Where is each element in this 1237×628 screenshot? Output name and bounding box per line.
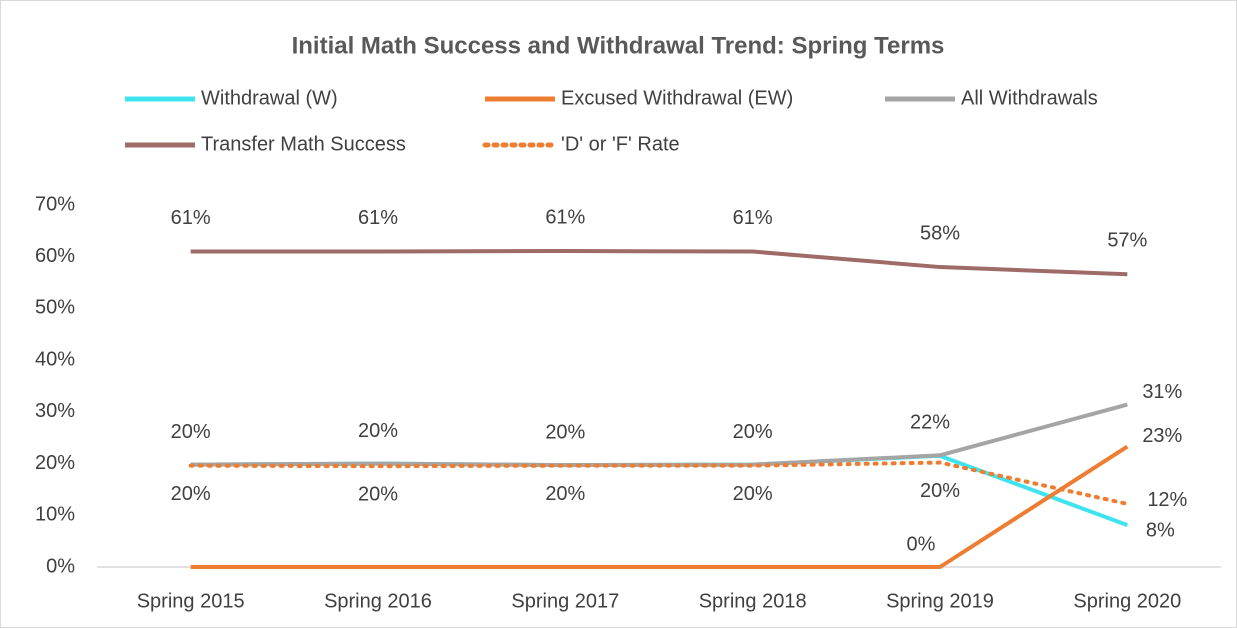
x-tick-label: Spring 2015 bbox=[137, 590, 245, 612]
data-label: 20% bbox=[358, 420, 398, 442]
data-label: 20% bbox=[545, 483, 585, 505]
x-tick-label: Spring 2017 bbox=[511, 590, 619, 612]
data-label: 61% bbox=[545, 206, 585, 228]
data-label: 61% bbox=[733, 207, 773, 229]
series-line bbox=[188, 460, 1130, 506]
x-tick-label: Spring 2019 bbox=[886, 590, 994, 612]
y-tick-label: 60% bbox=[35, 245, 75, 267]
data-label: 23% bbox=[1142, 425, 1182, 447]
data-label: 20% bbox=[733, 483, 773, 505]
x-tick-label: Spring 2016 bbox=[324, 590, 432, 612]
data-label: 20% bbox=[545, 421, 585, 443]
y-tick-label: 20% bbox=[35, 452, 75, 474]
data-label: 0% bbox=[907, 533, 936, 555]
legend-label: Transfer Math Success bbox=[201, 133, 406, 155]
y-tick-label: 30% bbox=[35, 400, 75, 422]
legend-label: Excused Withdrawal (EW) bbox=[561, 87, 793, 109]
data-label: 8% bbox=[1146, 519, 1175, 541]
data-label: 20% bbox=[358, 483, 398, 505]
x-tick-label: Spring 2018 bbox=[699, 590, 807, 612]
data-label: 12% bbox=[1147, 489, 1187, 511]
data-label: 20% bbox=[171, 421, 211, 443]
y-tick-label: 50% bbox=[35, 297, 75, 319]
series-line bbox=[190, 444, 1129, 569]
data-label: 20% bbox=[171, 483, 211, 505]
data-label: 58% bbox=[920, 222, 960, 244]
data-label: 20% bbox=[920, 480, 960, 502]
x-tick-label: Spring 2020 bbox=[1073, 590, 1181, 612]
legend-label: Withdrawal (W) bbox=[201, 87, 338, 109]
data-label: 22% bbox=[910, 412, 950, 434]
data-label: 20% bbox=[733, 421, 773, 443]
y-tick-label: 40% bbox=[35, 348, 75, 370]
data-label: 61% bbox=[358, 207, 398, 229]
data-label: 57% bbox=[1107, 230, 1147, 252]
series-line bbox=[190, 249, 1128, 277]
chart-title: Initial Math Success and Withdrawal Tren… bbox=[292, 32, 945, 59]
y-tick-label: 10% bbox=[35, 504, 75, 526]
y-tick-label: 0% bbox=[46, 555, 75, 577]
legend-label: 'D' or 'F' Rate bbox=[561, 133, 680, 155]
legend-label: All Withdrawals bbox=[961, 87, 1098, 109]
data-label: 31% bbox=[1142, 381, 1182, 403]
y-tick-label: 70% bbox=[35, 193, 75, 215]
data-label: 61% bbox=[171, 207, 211, 229]
